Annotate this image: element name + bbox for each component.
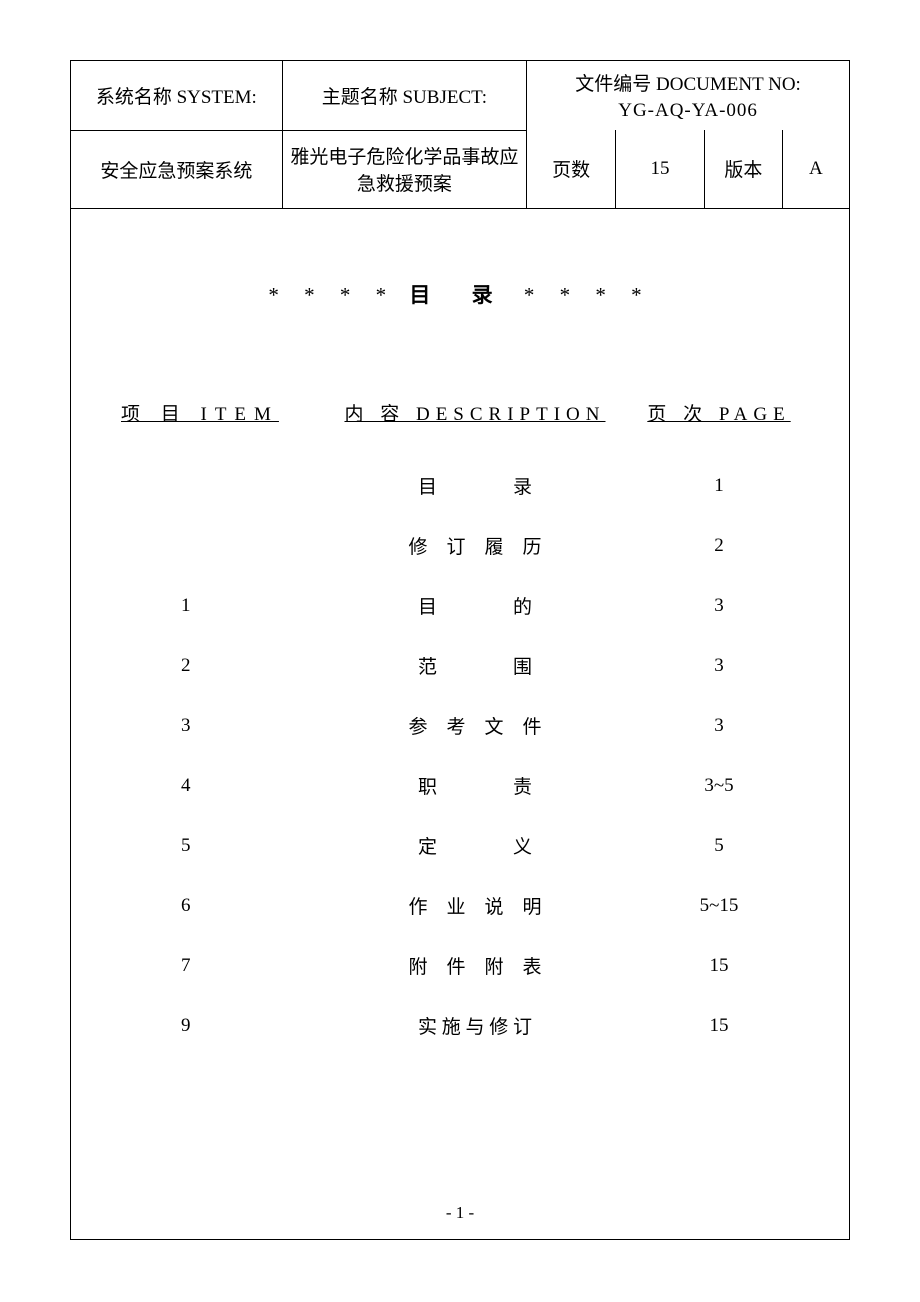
toc-item-desc: 实 施 与 修 订 [321, 1012, 629, 1039]
toc-item-number: 4 [121, 775, 321, 797]
toc-row: 7附 件 附 表15 [71, 936, 849, 996]
system-label-cell: 系统名称 SYSTEM: [71, 61, 282, 130]
toc-item-number: 6 [121, 895, 321, 917]
system-value-cell: 安全应急预案系统 [71, 130, 282, 208]
toc-header-item: 项 目 ITEM [121, 399, 321, 426]
toc-item-page: 2 [629, 535, 809, 557]
toc-body: 目 录1修 订 履 历21目 的32范 围33参 考 文 件34职 责3~55定… [71, 456, 849, 1056]
toc-item-desc: 修 订 履 历 [321, 532, 629, 559]
toc-item-number: 9 [121, 1015, 321, 1037]
page-frame: 系统名称 SYSTEM: 主题名称 SUBJECT: 文件编号 DOCUMENT… [70, 60, 850, 1240]
toc-row: 1目 的3 [71, 576, 849, 636]
toc-item-page: 3~5 [629, 775, 809, 797]
docno-cell: 文件编号 DOCUMENT NO: YG-AQ-YA-006 [527, 61, 849, 130]
toc-header-row: 项 目 ITEM 内 容 DESCRIPTION 页 次 PAGE [71, 399, 849, 426]
title-stars-right: * * * * [524, 283, 652, 307]
toc-item-page: 3 [629, 595, 809, 617]
toc-item-desc: 目 录 [321, 472, 629, 499]
toc-item-page: 15 [629, 955, 809, 977]
pagecount-label: 页数 [527, 130, 616, 208]
toc-row: 3参 考 文 件3 [71, 696, 849, 756]
page-number: - 1 - [71, 1203, 849, 1223]
toc-header-desc: 内 容 DESCRIPTION [321, 399, 629, 426]
toc-item-number: 1 [121, 595, 321, 617]
toc-item-desc: 参 考 文 件 [321, 712, 629, 739]
version-label: 版本 [704, 130, 782, 208]
subject-label-cell: 主题名称 SUBJECT: [282, 61, 527, 130]
title-mulu: 目 录 [409, 283, 510, 307]
docno-value: YG-AQ-YA-006 [527, 98, 849, 130]
toc-item-desc: 附 件 附 表 [321, 952, 629, 979]
toc-item-desc: 作 业 说 明 [321, 892, 629, 919]
subject-value: 雅光电子危险化学品事故应急救援预案 [290, 147, 518, 195]
toc-item-desc: 范 围 [321, 652, 629, 679]
toc-item-desc: 定 义 [321, 832, 629, 859]
toc-row: 目 录1 [71, 456, 849, 516]
toc-item-page: 1 [629, 475, 809, 497]
toc-row: 2范 围3 [71, 636, 849, 696]
toc-item-page: 3 [629, 655, 809, 677]
pagecount-value: 15 [616, 130, 705, 208]
toc-item-number: 2 [121, 655, 321, 677]
toc-item-page: 15 [629, 1015, 809, 1037]
toc-item-page: 3 [629, 715, 809, 737]
toc-item-desc: 职 责 [321, 772, 629, 799]
header-table: 系统名称 SYSTEM: 主题名称 SUBJECT: 文件编号 DOCUMENT… [71, 61, 849, 209]
toc-row: 9实 施 与 修 订15 [71, 996, 849, 1056]
toc-header-page: 页 次 PAGE [629, 399, 809, 426]
toc-row: 5定 义5 [71, 816, 849, 876]
subject-value-cell: 雅光电子危险化学品事故应急救援预案 [282, 130, 527, 208]
system-value: 安全应急预案系统 [100, 161, 252, 182]
toc-item-number: 5 [121, 835, 321, 857]
docno-label: 文件编号 DOCUMENT NO: [527, 61, 849, 98]
toc-item-page: 5 [629, 835, 809, 857]
subject-label: 主题名称 SUBJECT: [322, 87, 487, 108]
toc-row: 4职 责3~5 [71, 756, 849, 816]
toc-item-number: 7 [121, 955, 321, 977]
toc-row: 修 订 履 历2 [71, 516, 849, 576]
toc-title: * * * * 目 录 * * * * [71, 279, 849, 309]
toc-item-number: 3 [121, 715, 321, 737]
toc-item-page: 5~15 [629, 895, 809, 917]
version-value: A [782, 130, 849, 208]
title-stars-left: * * * * [268, 283, 396, 307]
system-label: 系统名称 SYSTEM: [96, 87, 257, 108]
toc-row: 6作 业 说 明5~15 [71, 876, 849, 936]
toc-item-desc: 目 的 [321, 592, 629, 619]
